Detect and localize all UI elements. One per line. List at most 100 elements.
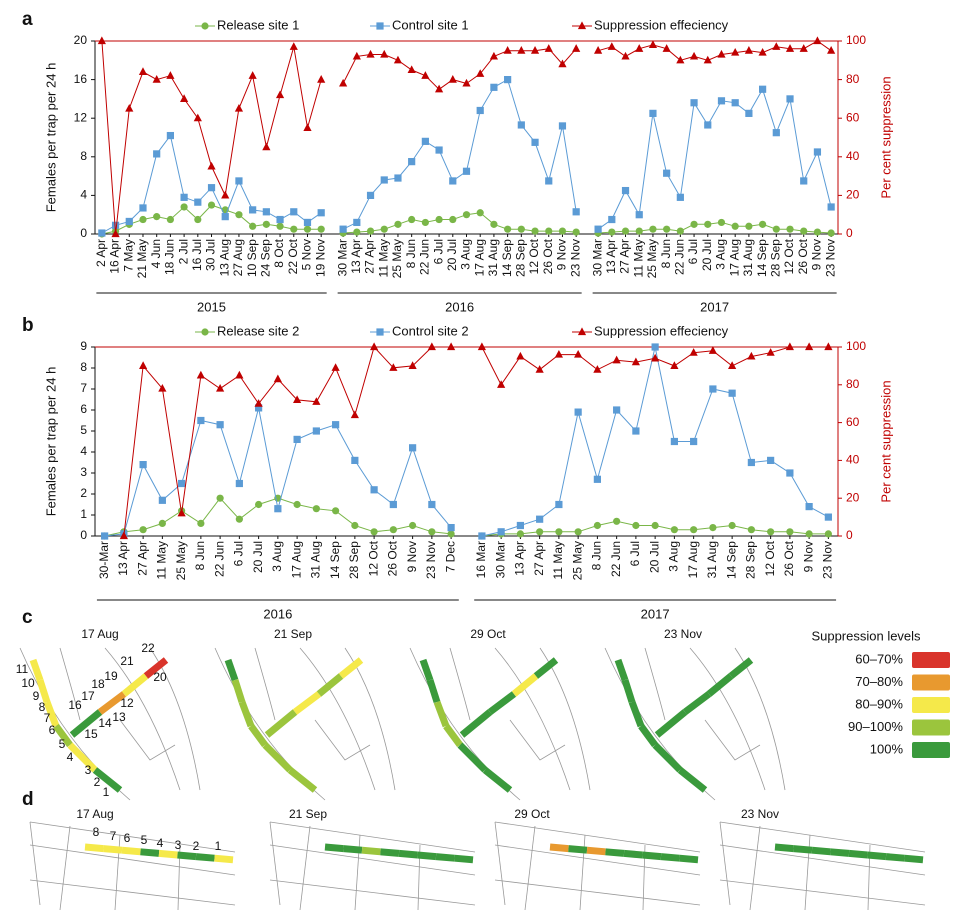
data-point: [254, 399, 263, 407]
data-point: [554, 349, 563, 358]
site-label: 8: [93, 825, 100, 839]
data-point: [332, 421, 340, 429]
x-tick-label: 31 Aug: [741, 239, 755, 276]
data-point: [530, 46, 540, 54]
x-tick-label: 31 Aug: [705, 541, 719, 578]
data-point: [166, 71, 175, 79]
y2-tick-label: 40: [846, 453, 860, 467]
site-label: 5: [59, 737, 66, 751]
map: [604, 647, 786, 801]
map-segment: [679, 854, 699, 864]
series-line: [598, 221, 832, 234]
x-tick-label: 11 May: [551, 541, 565, 579]
data-point: [772, 225, 780, 233]
site-label: 7: [110, 829, 117, 843]
y-tick-label: 8: [80, 360, 87, 374]
data-point: [635, 211, 643, 219]
map-segment: [533, 657, 559, 679]
road: [494, 647, 571, 791]
data-point: [221, 213, 229, 221]
legend-label: 80–90%: [855, 696, 903, 711]
map-segment: [433, 700, 450, 728]
series-line: [342, 48, 577, 90]
data-point: [799, 44, 808, 52]
x-tick-label: 30 Jul: [204, 239, 218, 271]
data-point: [632, 427, 640, 435]
x-tick-label: 25 May: [645, 239, 659, 278]
data-point: [662, 44, 671, 52]
site-label: 9: [33, 689, 40, 703]
data-point: [158, 519, 166, 528]
data-point: [670, 361, 679, 369]
data-point: [649, 109, 657, 117]
map-segment: [660, 853, 680, 862]
series-line: [342, 78, 577, 230]
x-tick-label: 27 Apr: [135, 541, 149, 576]
map-segment: [53, 723, 73, 748]
x-tick-label: 13 Apr: [349, 239, 363, 274]
data-point: [632, 521, 640, 530]
x-tick-label: 3 Aug: [714, 239, 728, 270]
y-tick-label: 3: [80, 465, 87, 479]
data-point: [731, 47, 740, 56]
y-tick-label: 6: [80, 402, 87, 416]
site-label: 20: [153, 670, 167, 684]
data-point: [536, 515, 544, 523]
data-point: [489, 51, 499, 60]
legend-swatch: [912, 652, 950, 668]
site-label: 14: [98, 716, 112, 730]
data-point: [194, 198, 202, 206]
map-segment: [885, 853, 905, 862]
data-point: [728, 521, 736, 530]
map-segment: [264, 709, 298, 738]
data-point: [766, 348, 775, 356]
road: [269, 879, 476, 906]
data-point: [177, 508, 186, 517]
x-tick-label: 8 Oct: [272, 238, 286, 267]
site-label: 19: [104, 669, 118, 683]
x-tick-label: 11 May: [631, 239, 645, 277]
map-date: 17 Aug: [81, 627, 118, 641]
map-segment: [84, 843, 104, 853]
data-point: [193, 113, 202, 122]
map-segment: [36, 678, 51, 704]
y-tick-label: 12: [74, 110, 88, 124]
data-point: [813, 228, 822, 236]
x-tick-label: 17 Aug: [727, 239, 741, 276]
year-label: 2017: [700, 299, 729, 314]
site-label: 4: [157, 836, 164, 850]
data-point: [555, 500, 563, 509]
x-tick-label: 16 Jul: [190, 239, 204, 271]
data-point: [690, 220, 698, 228]
x-tick-label: 17 Aug: [289, 541, 303, 578]
data-point: [651, 353, 660, 362]
data-point: [138, 67, 148, 75]
map-segment: [457, 742, 488, 773]
map-segment: [623, 849, 643, 859]
data-point: [255, 500, 263, 509]
data-point: [631, 357, 640, 366]
data-point: [800, 177, 808, 185]
road: [539, 647, 591, 791]
x-tick-label: 6 Jul: [628, 541, 642, 566]
map-segment: [867, 851, 887, 861]
map-segment: [830, 848, 850, 857]
data-point: [366, 191, 375, 199]
x-tick-label: 13 Aug: [217, 239, 231, 276]
map: [29, 821, 236, 911]
map-segment: [143, 657, 169, 679]
data-point: [827, 46, 836, 54]
legend-marker: [376, 328, 384, 336]
data-point: [207, 184, 216, 192]
y2-tick-label: 0: [846, 528, 853, 542]
data-point: [813, 148, 822, 156]
data-point: [111, 229, 120, 238]
data-point: [447, 342, 456, 351]
legend-marker: [201, 328, 209, 336]
map-segment: [487, 691, 517, 715]
map-segment: [248, 723, 268, 748]
data-point: [380, 49, 389, 58]
data-point: [234, 103, 244, 112]
map-date: 17 Aug: [76, 807, 113, 821]
